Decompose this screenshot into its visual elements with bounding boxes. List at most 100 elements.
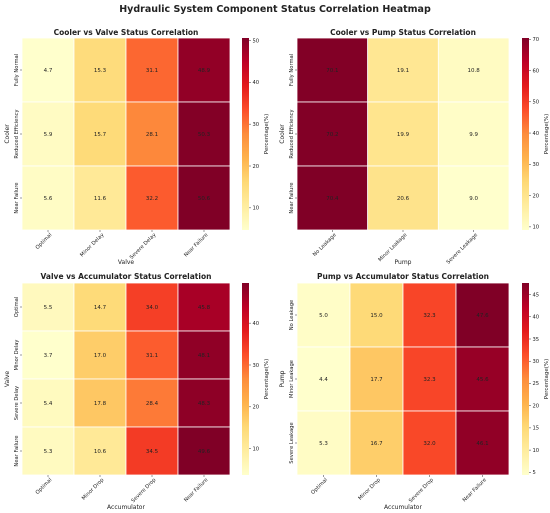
colorbar-tick-label: 30 [533, 162, 540, 168]
y-tick-label: Reduced Efficiency [289, 109, 295, 158]
colorbar-tick-label: 40 [533, 131, 540, 137]
heatmap-cell [367, 101, 439, 167]
colorbar-tick-label: 15 [533, 426, 540, 432]
cell-value-label: 34.0 [146, 305, 159, 311]
cell-value-label: 31.1 [146, 353, 158, 359]
colorbar-tick-label: 40 [253, 321, 260, 327]
colorbar-tick-label: 30 [533, 359, 540, 365]
x-axis-label: Accumulator [384, 504, 422, 509]
colorbar [522, 283, 529, 475]
x-tick-label: No Leakage [312, 232, 338, 258]
heatmap-cell [125, 426, 179, 476]
colorbar-tick-label: 50 [533, 100, 540, 106]
colorbar-label: Percentage(%) [544, 114, 550, 154]
figure-title: Hydraulic System Component Status Correl… [119, 4, 431, 15]
y-axis-label: Cooler [279, 124, 286, 144]
heatmap-cell [73, 37, 127, 103]
cell-value-label: 5.3 [319, 441, 328, 447]
cell-value-label: 5.5 [44, 305, 53, 311]
heatmap-cell [177, 101, 231, 167]
cell-value-label: 14.7 [94, 305, 107, 311]
cell-value-label: 48.9 [198, 68, 211, 74]
heatmap-cell [367, 37, 439, 103]
x-tick-label: Near Failure [183, 477, 209, 503]
x-tick-label: Minor Drop [357, 477, 382, 502]
heatmap-panel-4: Pump vs Accumulator Status Correlation 5.… [279, 272, 550, 511]
cell-value-label: 19.1 [397, 68, 409, 74]
colorbar-tick-label: 40 [533, 315, 540, 321]
colorbar-tick-label: 50 [253, 38, 260, 44]
cell-value-label: 9.9 [469, 132, 478, 138]
cell-value-label: 17.0 [94, 353, 107, 359]
x-tick-label: Near Failure [183, 232, 209, 258]
cell-value-label: 5.0 [319, 313, 328, 319]
cell-value-label: 19.9 [397, 132, 410, 138]
cell-value-label: 48.3 [198, 401, 211, 407]
cell-value-label: 32.3 [423, 377, 436, 383]
cell-value-label: 34.5 [146, 449, 159, 455]
y-tick-label: Near Failure [14, 435, 20, 466]
cell-value-label: 28.1 [146, 132, 158, 138]
y-tick-label: Near Failure [14, 182, 20, 213]
cell-value-label: 46.1 [476, 441, 488, 447]
cell-value-label: 20.6 [397, 196, 410, 202]
colorbar-tick-label: 30 [253, 122, 260, 128]
cell-value-label: 11.6 [94, 196, 107, 202]
cell-value-label: 5.9 [44, 132, 53, 138]
heatmap-cell [455, 346, 510, 412]
panel-title: Cooler vs Valve Status Correlation [54, 28, 199, 37]
cell-value-label: 31.1 [146, 68, 158, 74]
cell-value-label: 10.8 [468, 68, 481, 74]
heatmap-cell [73, 426, 127, 476]
y-tick-label: Near Failure [289, 182, 295, 213]
heatmap-cell [177, 165, 231, 231]
panel-title: Pump vs Accumulator Status Correlation [317, 272, 489, 281]
colorbar-tick-label: 20 [533, 403, 540, 409]
colorbar-label: Percentage(%) [544, 359, 550, 399]
cell-value-label: 28.4 [146, 401, 159, 407]
x-tick-label: Optimal [35, 477, 54, 496]
colorbar-tick-label: 10 [253, 446, 260, 452]
x-tick-label: Optimal [35, 232, 54, 251]
x-tick-label: Minor Delay [79, 232, 105, 258]
cell-value-label: 17.8 [94, 401, 107, 407]
y-axis-label: Cooler [4, 124, 11, 144]
cell-value-label: 9.0 [469, 196, 478, 202]
heatmap-panel-3: Valve vs Accumulator Status Correlation 5… [4, 272, 270, 511]
cell-value-label: 50.3 [198, 132, 211, 138]
cell-value-label: 16.7 [370, 441, 383, 447]
cell-value-label: 47.6 [476, 313, 489, 319]
cell-value-label: 4.7 [44, 68, 53, 74]
colorbar-tick-label: 35 [533, 337, 540, 343]
heatmap-cell [437, 101, 510, 167]
cell-value-label: 32.2 [146, 196, 158, 202]
heatmap-cell [73, 165, 127, 231]
colorbar-tick-label: 10 [533, 225, 540, 231]
colorbar-tick-label: 45 [533, 292, 540, 298]
panel-title: Cooler vs Pump Status Correlation [330, 28, 476, 37]
heatmap-cell [125, 378, 179, 428]
heatmap-cell [177, 330, 231, 380]
x-tick-label: Severe Drop [408, 477, 435, 504]
x-tick-label: Severe Drop [130, 477, 157, 504]
x-tick-label: Near Failure [462, 477, 488, 503]
cell-value-label: 3.7 [44, 353, 53, 359]
cell-value-label: 32.0 [423, 441, 436, 447]
colorbar [522, 38, 529, 230]
cell-value-label: 70.1 [326, 68, 338, 74]
cell-value-label: 70.2 [326, 132, 338, 138]
heatmap-cell [177, 282, 231, 332]
colorbar-tick-label: 60 [533, 68, 540, 74]
colorbar [242, 38, 249, 230]
y-tick-label: Severe Delay [14, 386, 20, 420]
heatmap-cell [21, 378, 75, 428]
y-tick-label: Optimal [14, 297, 20, 318]
heatmap-cell [455, 410, 510, 476]
x-tick-label: Optimal [310, 477, 329, 496]
colorbar-tick-label: 20 [253, 405, 260, 411]
cell-value-label: 49.6 [198, 449, 211, 455]
x-tick-label: Minor Drop [81, 477, 106, 502]
cell-value-label: 5.4 [44, 401, 53, 407]
cell-value-label: 70.4 [326, 196, 339, 202]
